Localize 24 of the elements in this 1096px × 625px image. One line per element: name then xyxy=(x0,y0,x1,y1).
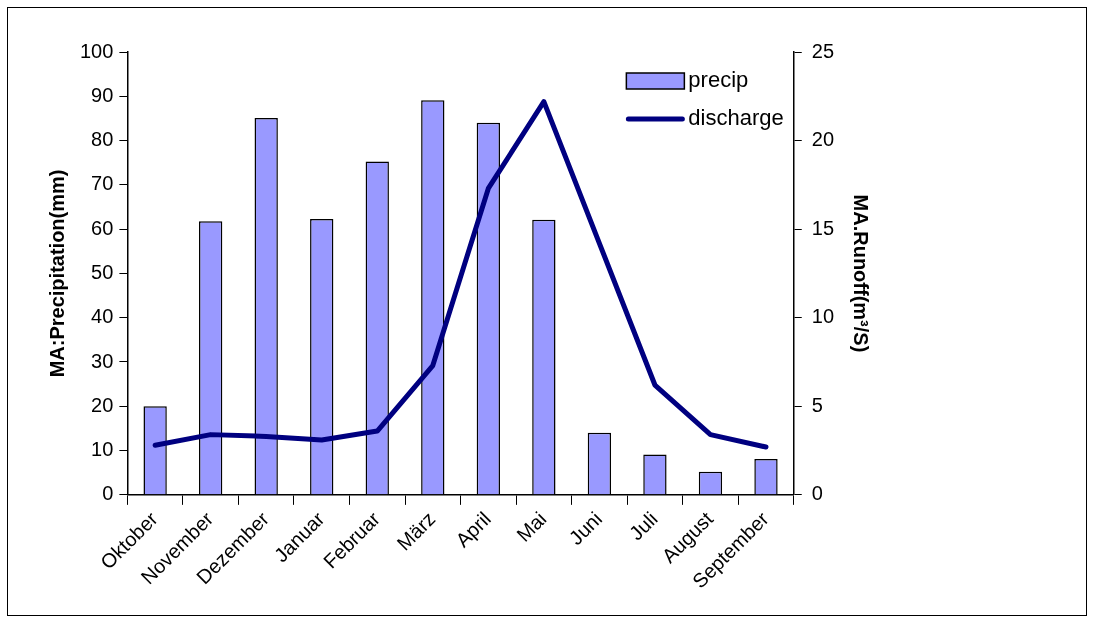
legend-label: precip xyxy=(688,67,749,93)
y-tick-label: 100 xyxy=(79,39,114,62)
x-tick-label: Mai xyxy=(512,507,551,546)
y-tick-label: 40 xyxy=(91,305,114,328)
x-tick-label: Juni xyxy=(564,507,607,550)
y2-tick-label: 25 xyxy=(811,39,834,62)
y2-axis-title: MA.Runoff(m³/S) xyxy=(850,194,873,353)
x-tick-label: Juli xyxy=(624,507,662,545)
y2-tick-label: 20 xyxy=(811,128,834,151)
y-axis-title: MA:Precipitation(mm) xyxy=(45,169,68,378)
y-tick-label: 0 xyxy=(102,482,114,505)
y-tick-label: 30 xyxy=(91,349,114,372)
y2-tick-label: 10 xyxy=(811,305,834,328)
y2-tick-label: 15 xyxy=(811,216,834,239)
y-tick-label: 20 xyxy=(91,393,114,416)
legend-label: discharge xyxy=(688,105,784,131)
y-tick-label: 70 xyxy=(91,172,114,195)
y-tick-label: 60 xyxy=(91,216,114,239)
y2-tick-label: 5 xyxy=(811,393,823,416)
y-tick-label: 90 xyxy=(91,83,114,106)
y2-tick-label: 0 xyxy=(811,482,823,505)
y-tick-label: 10 xyxy=(91,438,114,461)
y-tick-label: 80 xyxy=(91,128,114,151)
y-tick-label: 50 xyxy=(91,260,114,283)
